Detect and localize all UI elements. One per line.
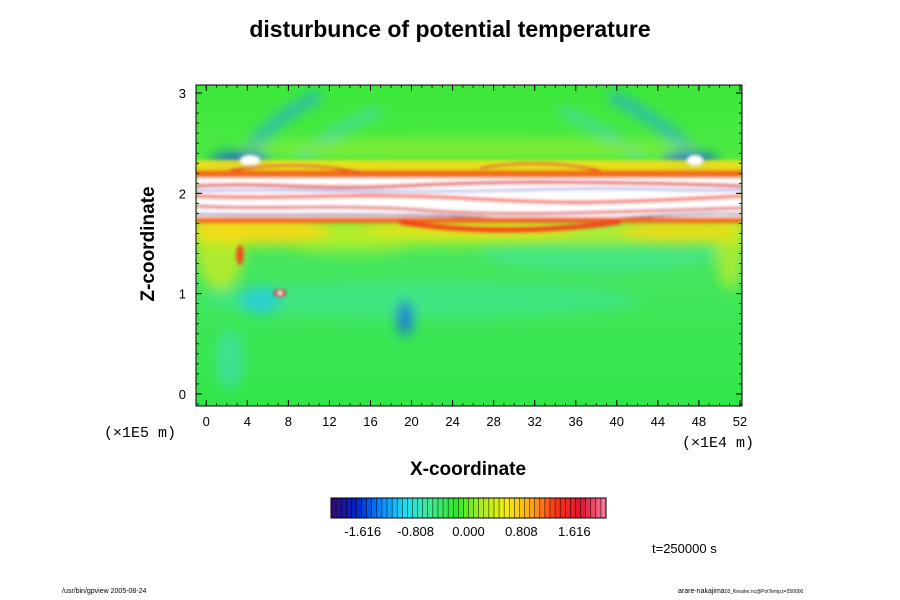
colorbar-cell xyxy=(356,498,362,518)
colorbar-cell xyxy=(331,498,337,518)
x-tick-label: 8 xyxy=(285,414,292,429)
colorbar-cell xyxy=(580,498,586,518)
y-tick-label: 2 xyxy=(179,186,186,201)
colorbar-cell xyxy=(539,498,546,518)
colorbar-cell xyxy=(336,498,342,518)
colorbar-cell xyxy=(376,498,383,518)
colorbar-cell xyxy=(422,498,429,518)
colorbar-cell xyxy=(509,498,515,518)
colorbar-cell xyxy=(351,498,357,518)
x-axis-scale-factor: (×1E4 m) xyxy=(681,435,754,452)
y-axis-label: Z-coordinate xyxy=(138,186,159,302)
colorbar-tick-label: -0.808 xyxy=(397,524,434,539)
colorbar-cell xyxy=(519,498,525,518)
colorbar-cell xyxy=(600,498,607,518)
colorbar-cell xyxy=(544,498,551,518)
colorbar-cell xyxy=(448,498,454,518)
colorbar-cell xyxy=(427,498,434,518)
x-tick-label: 32 xyxy=(527,414,541,429)
colorbar-cell xyxy=(478,498,485,518)
colorbar-cell xyxy=(417,498,423,518)
colorbar-cell xyxy=(534,498,541,518)
x-tick-label: 12 xyxy=(322,414,336,429)
colorbar-tick-label: -1.616 xyxy=(344,524,381,539)
x-tick-label: 4 xyxy=(244,414,251,429)
colorbar-cell xyxy=(407,498,413,518)
x-tick-label: 44 xyxy=(651,414,665,429)
colorbar-cell xyxy=(453,498,459,518)
footer-right-source: 03_Kessler.nc@PotTemp,t=250000 xyxy=(724,589,804,595)
colorbar-cell xyxy=(361,498,367,518)
colorbar-cell xyxy=(524,498,530,518)
heatmap-field xyxy=(196,85,742,406)
colorbar-cell xyxy=(590,498,597,518)
y-tick-label: 1 xyxy=(179,287,186,302)
x-axis-label: X-coordinate xyxy=(409,459,527,480)
colorbar-cell xyxy=(402,498,408,518)
colorbar-cell xyxy=(437,498,444,518)
colorbar-cell xyxy=(341,498,347,518)
colorbar-cell xyxy=(585,498,592,518)
colorbar-cell xyxy=(392,498,398,518)
footer-left: /usr/bin/gpview 2005-08-24 xyxy=(62,588,147,595)
footer-right-author: arare-nakajima xyxy=(678,588,725,595)
colorbar-cell xyxy=(483,498,490,518)
colorbar-cell xyxy=(560,498,566,518)
colorbar-cell xyxy=(473,498,479,518)
x-tick-label: 40 xyxy=(610,414,624,429)
colorbar-cell xyxy=(514,498,520,518)
colorbar-cell xyxy=(412,498,418,518)
colorbar-cell xyxy=(499,498,505,518)
colorbar-tick-label: 0.808 xyxy=(505,524,538,539)
colorbar-cell xyxy=(565,498,571,518)
colorbar-tick-label: 1.616 xyxy=(558,524,591,539)
y-tick-label: 0 xyxy=(179,387,186,402)
x-tick-label: 52 xyxy=(733,414,747,429)
footer-right: arare-nakajima03_Kessler.nc@PotTemp,t=25… xyxy=(678,588,803,595)
colorbar-cell xyxy=(488,498,495,518)
colorbar-tick-label: 0.000 xyxy=(452,524,485,539)
colorbar-cell xyxy=(555,498,561,518)
colorbar-cell xyxy=(387,498,393,518)
colorbar-cell xyxy=(549,498,556,518)
x-tick-label: 36 xyxy=(569,414,583,429)
time-label: t=250000 s xyxy=(652,541,717,556)
colorbar-cell xyxy=(504,498,510,518)
colorbar-cell xyxy=(463,498,469,518)
colorbar-cell xyxy=(529,498,536,518)
colorbar-frame xyxy=(330,497,607,519)
x-tick-label: 16 xyxy=(363,414,377,429)
colorbar-cell xyxy=(575,498,581,518)
colorbar: -1.616 -0.808 0.000 0.808 1.616 xyxy=(330,497,607,539)
colorbar-cell xyxy=(346,498,352,518)
y-axis-scale-factor: (×1E5 m) xyxy=(104,425,177,442)
y-tick-label: 3 xyxy=(179,86,186,101)
colorbar-cell xyxy=(493,498,500,518)
colorbar-cell xyxy=(570,498,576,518)
colorbar-cell xyxy=(443,498,449,518)
x-tick-label: 24 xyxy=(445,414,459,429)
colorbar-cell xyxy=(371,498,378,518)
colorbar-cell xyxy=(397,498,403,518)
colorbar-cell xyxy=(595,498,602,518)
colorbar-cell xyxy=(381,498,388,518)
x-tick-label: 28 xyxy=(486,414,500,429)
colorbar-cell xyxy=(366,498,373,518)
x-tick-label: 0 xyxy=(203,414,210,429)
chart-title: disturbunce of potential temperature xyxy=(249,16,651,42)
colorbar-cell xyxy=(458,498,464,518)
plot-frame xyxy=(195,84,743,407)
x-tick-label: 48 xyxy=(692,414,706,429)
colorbar-cell xyxy=(468,498,474,518)
colorbar-cell xyxy=(432,498,439,518)
x-tick-label: 20 xyxy=(404,414,418,429)
